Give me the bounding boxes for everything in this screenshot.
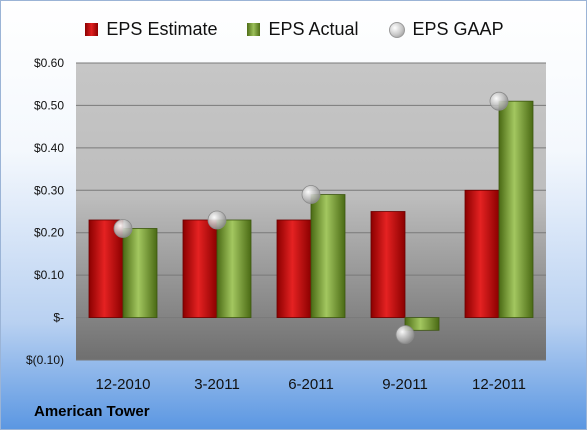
legend-label-actual: EPS Actual bbox=[268, 19, 359, 39]
bar-eps-estimate bbox=[182, 219, 218, 318]
legend-item-estimate: EPS Estimate bbox=[85, 19, 217, 40]
y-tick-label: $0.60 bbox=[34, 56, 64, 70]
gaap-markers bbox=[113, 91, 509, 344]
y-tick-label: $0.40 bbox=[34, 141, 64, 155]
y-tick-label: $0.50 bbox=[34, 98, 64, 112]
bar-eps-estimate bbox=[276, 219, 312, 318]
company-name: American Tower bbox=[34, 403, 150, 420]
x-category-label: 12-2010 bbox=[95, 376, 150, 393]
marker-eps-gaap bbox=[113, 219, 133, 238]
y-tick-label: $0.10 bbox=[34, 268, 64, 282]
legend: EPS Estimate EPS Actual EPS GAAP bbox=[1, 19, 586, 40]
legend-label-estimate: EPS Estimate bbox=[106, 19, 218, 39]
legend-label-gaap: EPS GAAP bbox=[412, 19, 504, 39]
bar-eps-actual bbox=[404, 317, 440, 331]
marker-eps-gaap bbox=[489, 91, 509, 111]
x-category-label: 12-2011 bbox=[472, 376, 526, 393]
y-tick-label: $0.20 bbox=[34, 226, 64, 240]
marker-eps-gaap bbox=[207, 210, 227, 230]
bar-eps-estimate bbox=[370, 211, 406, 318]
bar-eps-actual bbox=[310, 194, 346, 318]
marker-eps-gaap bbox=[301, 185, 321, 204]
x-category-label: 6-2011 bbox=[288, 376, 334, 393]
actual-swatch-icon bbox=[247, 23, 261, 36]
y-tick-label: $(0.10) bbox=[26, 353, 64, 367]
x-category-label: 9-2011 bbox=[382, 376, 428, 393]
x-axis-labels: 12-2010 3-2011 6-2011 9-2011 12-2011 bbox=[95, 376, 526, 393]
bar-eps-actual bbox=[122, 228, 158, 318]
bar-eps-actual bbox=[216, 219, 252, 318]
bar-eps-estimate bbox=[464, 189, 500, 318]
bar-eps-estimate bbox=[88, 219, 124, 318]
y-tick-label: $0.30 bbox=[34, 183, 64, 197]
legend-item-actual: EPS Actual bbox=[247, 19, 359, 40]
legend-item-gaap: EPS GAAP bbox=[388, 19, 504, 40]
gaap-swatch-icon bbox=[388, 21, 405, 38]
y-tick-label: $- bbox=[53, 311, 64, 325]
y-axis-ticks: $(0.10) $- $0.10 $0.20 $0.30 $0.40 $0.50 $0.60 bbox=[26, 56, 64, 367]
bars bbox=[88, 100, 534, 331]
x-category-label: 3-2011 bbox=[194, 376, 240, 393]
marker-eps-gaap bbox=[395, 325, 415, 344]
estimate-swatch-icon bbox=[85, 23, 99, 36]
bar-eps-actual bbox=[498, 100, 534, 318]
